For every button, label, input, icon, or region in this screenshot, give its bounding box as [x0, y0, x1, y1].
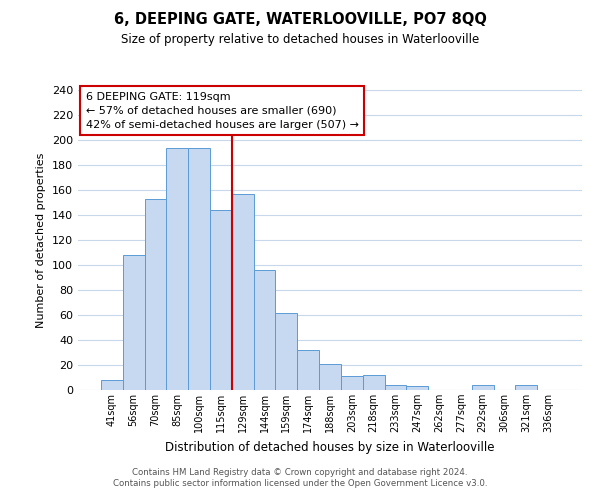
Text: 6 DEEPING GATE: 119sqm
← 57% of detached houses are smaller (690)
42% of semi-de: 6 DEEPING GATE: 119sqm ← 57% of detached…	[86, 92, 359, 130]
Text: 6, DEEPING GATE, WATERLOOVILLE, PO7 8QQ: 6, DEEPING GATE, WATERLOOVILLE, PO7 8QQ	[113, 12, 487, 28]
Bar	[297, 350, 319, 390]
Text: Contains HM Land Registry data © Crown copyright and database right 2024.
Contai: Contains HM Land Registry data © Crown c…	[113, 468, 487, 487]
Bar	[341, 376, 363, 390]
Bar	[406, 386, 428, 390]
Bar	[275, 312, 297, 390]
Bar	[123, 255, 145, 390]
Bar	[210, 210, 232, 390]
Bar	[515, 385, 537, 390]
Y-axis label: Number of detached properties: Number of detached properties	[37, 152, 46, 328]
Bar	[363, 375, 385, 390]
Bar	[188, 148, 210, 390]
Bar	[101, 380, 123, 390]
Bar	[385, 385, 406, 390]
Bar	[472, 385, 494, 390]
Bar	[145, 198, 166, 390]
X-axis label: Distribution of detached houses by size in Waterlooville: Distribution of detached houses by size …	[165, 440, 495, 454]
Bar	[319, 364, 341, 390]
Bar	[254, 270, 275, 390]
Text: Size of property relative to detached houses in Waterlooville: Size of property relative to detached ho…	[121, 32, 479, 46]
Bar	[232, 194, 254, 390]
Bar	[166, 148, 188, 390]
